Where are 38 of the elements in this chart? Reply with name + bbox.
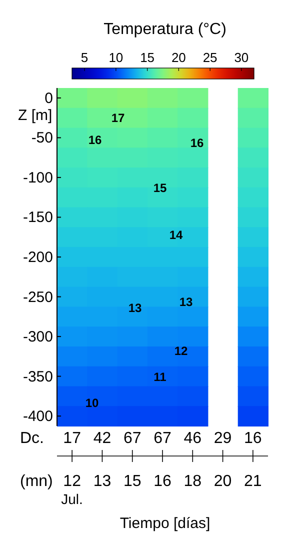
- y-axis-title: Z [m]: [18, 107, 52, 124]
- annotation: 14: [169, 228, 183, 242]
- annotation: 10: [85, 396, 99, 410]
- category-label: 46 18: [184, 430, 202, 490]
- y-tick-label: -350: [22, 368, 53, 386]
- category-label: 42 13: [93, 430, 112, 490]
- annotation: 15: [153, 181, 167, 195]
- color-bar-label: 10: [108, 50, 124, 65]
- annotation: 11: [154, 370, 167, 384]
- y-tick-label: -250: [22, 288, 53, 306]
- annotation: 17: [111, 111, 125, 125]
- annotation: 16: [190, 136, 204, 150]
- color-bar-label: 30: [234, 50, 249, 65]
- text: Dc.: [20, 430, 44, 447]
- y-tick-label: -50: [31, 130, 53, 147]
- chart-title: Temperatura (°C): [104, 21, 226, 38]
- category-label: 67 15: [123, 430, 142, 490]
- color-bar-label: 25: [202, 50, 218, 65]
- y-tick-label: -150: [22, 209, 53, 226]
- annotation: 13: [128, 301, 142, 315]
- y-tick-label: -400: [22, 408, 53, 426]
- y-tick-label: 0: [44, 90, 53, 107]
- y-tick-label: -200: [22, 249, 53, 266]
- annotation: 16: [88, 133, 102, 147]
- text: Tiempo [días]: [120, 515, 210, 532]
- y-tick-label: -300: [22, 328, 53, 346]
- y-tick-label: -100: [22, 169, 53, 186]
- category-label: 16 21: [244, 430, 262, 490]
- annotation: 12: [174, 344, 188, 358]
- color-bar-label: 20: [171, 50, 186, 65]
- annotation: 13: [179, 295, 193, 309]
- text: Jul.: [61, 491, 83, 507]
- color-bar-label: 15: [140, 50, 155, 65]
- category-label: 17 12: [63, 430, 81, 490]
- category-label: 67 16: [154, 430, 172, 490]
- category-label: 29 20: [214, 430, 232, 490]
- color-bar-label: 5: [80, 50, 88, 65]
- text: (mn): [20, 473, 53, 490]
